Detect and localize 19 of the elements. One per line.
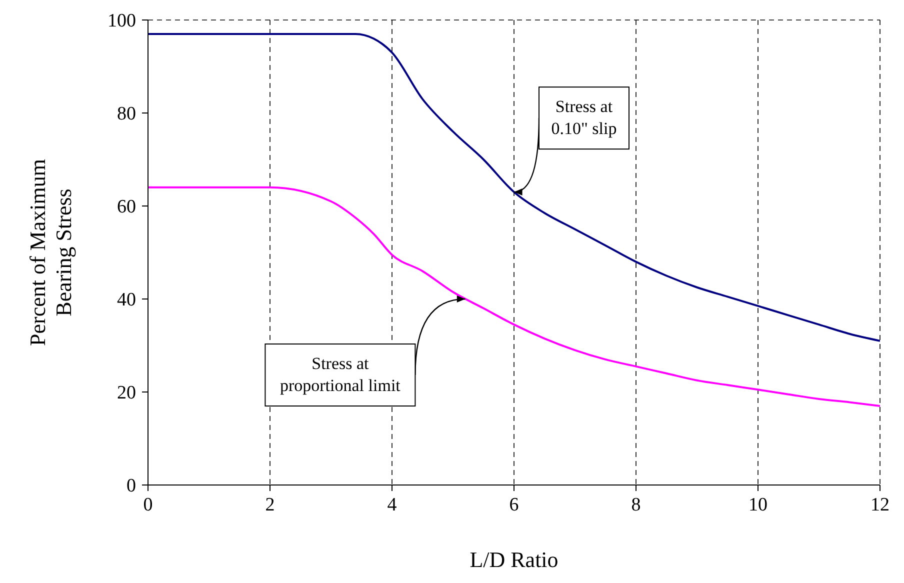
x-axis-title: L/D Ratio: [470, 547, 558, 572]
y-tick-label: 20: [117, 382, 136, 404]
x-tick-label: 10: [748, 494, 768, 516]
x-tick-label: 8: [631, 494, 641, 516]
y-tick-label: 100: [108, 10, 136, 32]
y-tick-label: 80: [117, 104, 136, 125]
y-axis-title: Percent of Maximum Bearing Stress: [25, 159, 76, 346]
annotation: Stress at proportional limit: [265, 344, 416, 406]
y-tick-label: 0: [126, 476, 136, 497]
x-tick-label: 4: [387, 494, 398, 516]
annotation: Stress at 0.10" slip: [539, 87, 629, 150]
line-series: [148, 186, 880, 407]
x-tick-label: 6: [509, 494, 519, 516]
x-tick-label: 2: [265, 494, 275, 516]
line-series: [148, 32, 880, 342]
x-tick-label: 0: [143, 494, 153, 516]
y-tick-label: 60: [117, 196, 136, 218]
y-tick-label: 40: [117, 290, 136, 311]
x-tick-label: 12: [870, 494, 890, 516]
